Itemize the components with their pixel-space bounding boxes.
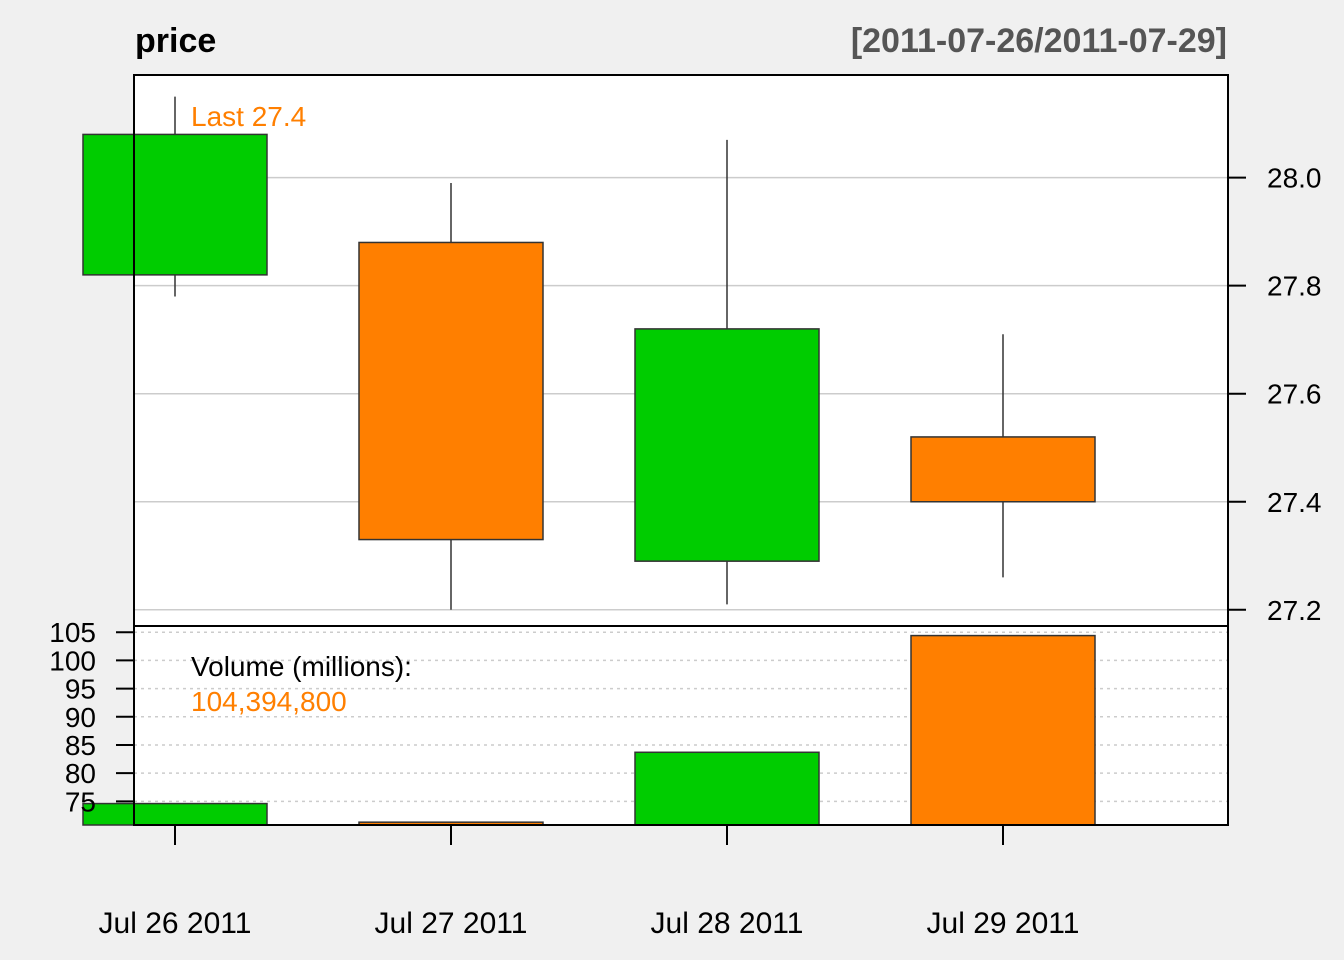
plot-border <box>133 74 1229 826</box>
volume-last-value: 104,394,800 <box>191 686 347 717</box>
candle-body <box>634 328 820 562</box>
last-price-label: Last 27.4 <box>191 101 306 132</box>
volume-bar <box>82 802 268 826</box>
chart-title: price <box>135 22 216 60</box>
candle-body <box>358 241 544 541</box>
volume-tick-label: 85 <box>65 730 96 761</box>
price-tick-label: 27.6 <box>1267 379 1322 410</box>
volume-bars <box>82 634 1096 826</box>
price-tick-label: 27.4 <box>1267 487 1322 518</box>
volume-tick-label: 95 <box>65 674 96 705</box>
x-tick-label: Jul 26 2011 <box>99 907 252 940</box>
volume-label: Volume (millions): <box>191 651 412 682</box>
candle-body <box>910 436 1096 503</box>
volume-tick-label: 80 <box>65 758 96 789</box>
x-axis: Jul 26 2011 Jul 27 2011 Jul 28 2011 Jul 29 … <box>99 825 1080 940</box>
price-axis: 27.2 27.4 27.6 27.8 28.0 <box>1228 163 1322 626</box>
price-tick-label: 27.8 <box>1267 271 1322 302</box>
x-tick-label: Jul 27 2011 <box>375 907 528 940</box>
volume-tick-label: 90 <box>65 702 96 733</box>
volume-bar <box>910 634 1096 826</box>
volume-tick-label: 100 <box>49 645 96 676</box>
x-tick-label: Jul 28 2011 <box>651 907 804 940</box>
volume-tick-label: 75 <box>65 786 96 817</box>
candles <box>82 96 1096 610</box>
candle-body <box>82 133 268 276</box>
price-tick-label: 28.0 <box>1267 163 1322 194</box>
date-range: [2011-07-26/2011-07-29] <box>851 22 1227 60</box>
price-tick-label: 27.2 <box>1267 595 1322 626</box>
volume-tick-label: 105 <box>49 617 96 648</box>
volume-bar <box>634 751 820 826</box>
x-tick-label: Jul 29 2011 <box>927 907 1080 940</box>
